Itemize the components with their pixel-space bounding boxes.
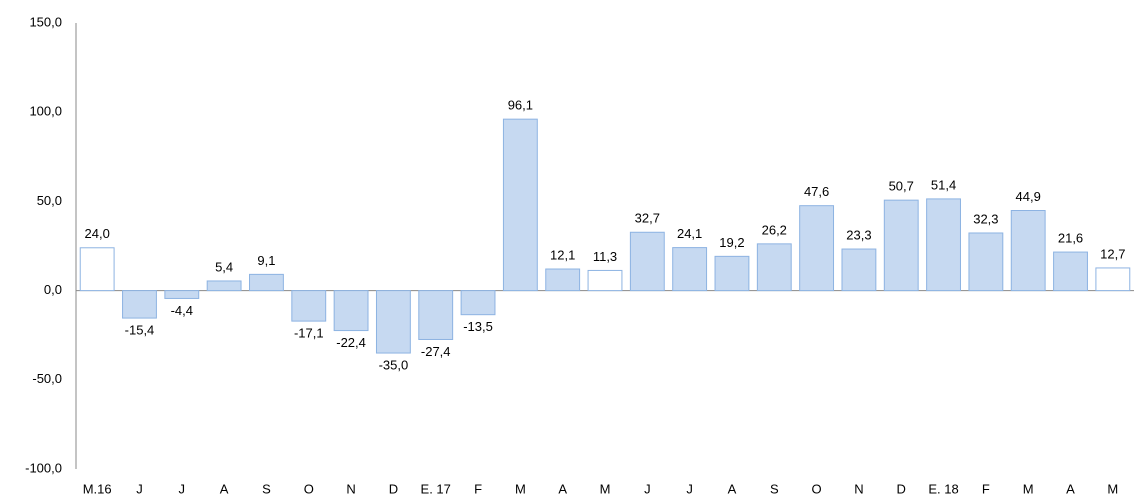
bar bbox=[968, 232, 1004, 292]
x-tick-label: J bbox=[686, 481, 693, 496]
x-tick-label: F bbox=[474, 481, 482, 496]
value-label: -4,4 bbox=[171, 303, 193, 318]
x-tick-label: J bbox=[179, 481, 186, 496]
bar bbox=[629, 231, 665, 292]
x-tick-label: M.16 bbox=[83, 481, 112, 496]
value-label: 24,1 bbox=[677, 226, 702, 241]
value-label: 19,2 bbox=[719, 235, 744, 250]
bar bbox=[418, 290, 454, 340]
value-label: 12,7 bbox=[1100, 246, 1125, 261]
x-tick-label: A bbox=[1066, 481, 1075, 496]
x-tick-label: O bbox=[304, 481, 314, 496]
value-label: -22,4 bbox=[336, 335, 366, 350]
x-tick-label: A bbox=[220, 481, 229, 496]
bar bbox=[756, 243, 792, 292]
bar bbox=[841, 248, 877, 292]
x-tick-label: M bbox=[1107, 481, 1118, 496]
bar bbox=[1010, 209, 1046, 292]
x-tick-label: O bbox=[812, 481, 822, 496]
y-tick-label: -100,0 bbox=[25, 460, 62, 475]
value-label: 50,7 bbox=[889, 179, 914, 194]
value-label: 12,1 bbox=[550, 247, 575, 262]
bar bbox=[502, 118, 538, 292]
value-label: 23,3 bbox=[846, 227, 871, 242]
bar bbox=[883, 199, 919, 292]
y-tick-label: 100,0 bbox=[29, 104, 62, 119]
y-tick-label: 50,0 bbox=[37, 193, 62, 208]
bar bbox=[122, 290, 157, 319]
bar bbox=[375, 290, 411, 354]
x-tick-label: M bbox=[515, 481, 526, 496]
x-tick-label: A bbox=[728, 481, 737, 496]
y-tick-label: 150,0 bbox=[29, 14, 62, 29]
bar bbox=[672, 247, 708, 292]
x-tick-label: D bbox=[897, 481, 906, 496]
bar bbox=[164, 290, 200, 299]
x-tick-label: E. 18 bbox=[928, 481, 958, 496]
value-label: -17,1 bbox=[294, 326, 324, 341]
bar bbox=[926, 198, 961, 292]
x-tick-label: F bbox=[982, 481, 990, 496]
value-label: 32,3 bbox=[973, 211, 998, 226]
value-label: 51,4 bbox=[931, 177, 956, 192]
value-label: -35,0 bbox=[379, 357, 409, 372]
x-tick-label: D bbox=[389, 481, 398, 496]
bar bbox=[587, 269, 623, 292]
value-label: 32,7 bbox=[635, 211, 660, 226]
value-label: 9,1 bbox=[257, 253, 275, 268]
value-label: 47,6 bbox=[804, 184, 829, 199]
bar bbox=[206, 280, 242, 292]
x-tick-label: J bbox=[644, 481, 651, 496]
x-tick-label: N bbox=[854, 481, 863, 496]
value-label: 44,9 bbox=[1016, 189, 1041, 204]
bar bbox=[460, 290, 496, 316]
bar bbox=[1095, 267, 1131, 292]
x-tick-label: E. 17 bbox=[421, 481, 451, 496]
value-label: 5,4 bbox=[215, 259, 233, 274]
bar bbox=[545, 268, 581, 292]
bar bbox=[249, 273, 284, 292]
value-label: -15,4 bbox=[125, 323, 155, 338]
value-label: 96,1 bbox=[508, 98, 533, 113]
value-label: 26,2 bbox=[762, 222, 787, 237]
value-label: 11,3 bbox=[593, 249, 617, 264]
x-tick-label: S bbox=[770, 481, 779, 496]
x-tick-label: S bbox=[262, 481, 271, 496]
bar bbox=[291, 290, 327, 322]
x-tick-label: J bbox=[136, 481, 143, 496]
y-tick-label: -50,0 bbox=[32, 371, 62, 386]
bar bbox=[333, 290, 369, 332]
bar bbox=[799, 205, 835, 292]
x-tick-label: A bbox=[558, 481, 567, 496]
bar bbox=[714, 255, 750, 292]
bar bbox=[1053, 251, 1088, 292]
value-label: 21,6 bbox=[1058, 231, 1083, 246]
x-tick-label: N bbox=[346, 481, 355, 496]
x-tick-label: M bbox=[1023, 481, 1034, 496]
value-label: -27,4 bbox=[421, 344, 451, 359]
value-label: -13,5 bbox=[463, 319, 493, 334]
bar bbox=[79, 247, 115, 292]
y-tick-label: 0,0 bbox=[44, 282, 62, 297]
value-label: 24,0 bbox=[85, 226, 110, 241]
x-tick-label: M bbox=[600, 481, 611, 496]
